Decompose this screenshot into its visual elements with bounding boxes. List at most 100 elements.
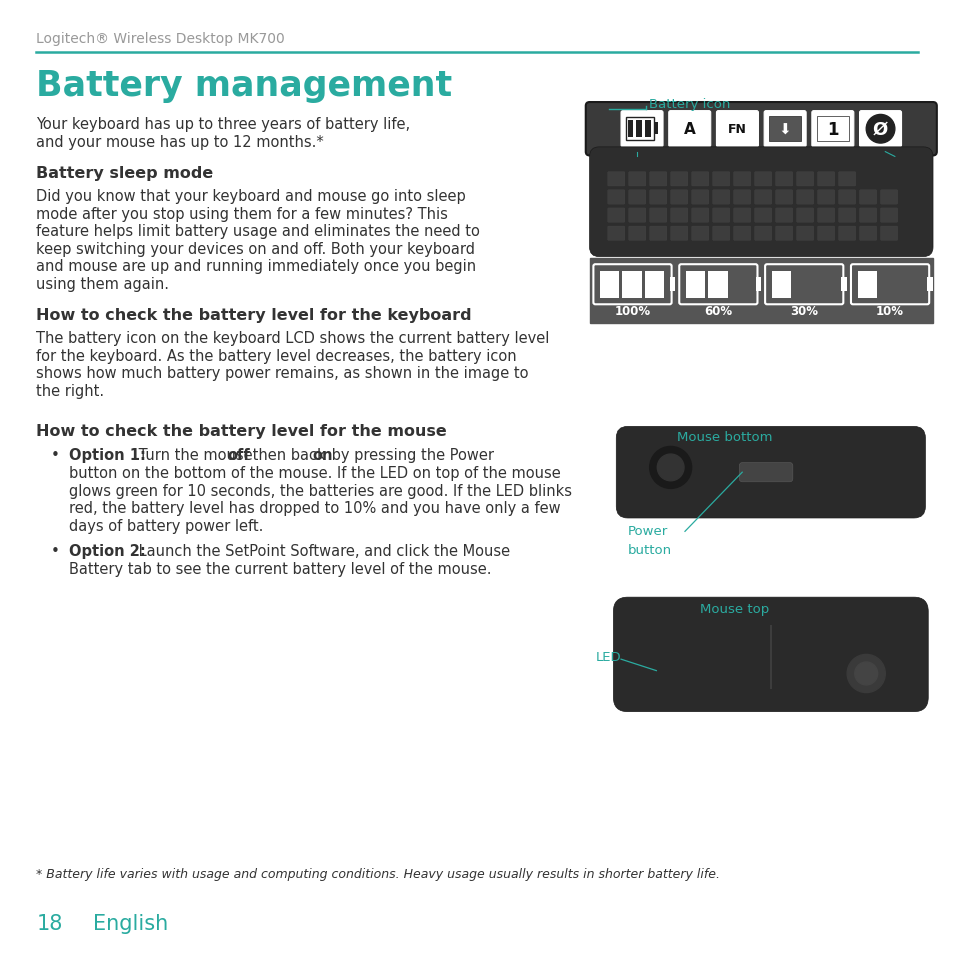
FancyBboxPatch shape bbox=[670, 191, 687, 205]
FancyBboxPatch shape bbox=[649, 172, 666, 187]
FancyBboxPatch shape bbox=[763, 112, 805, 148]
FancyBboxPatch shape bbox=[880, 227, 897, 241]
FancyBboxPatch shape bbox=[607, 191, 624, 205]
Text: glows green for 10 seconds, the batteries are good. If the LED blinks: glows green for 10 seconds, the batterie… bbox=[69, 483, 571, 498]
Text: Battery sleep mode: Battery sleep mode bbox=[36, 166, 213, 181]
FancyBboxPatch shape bbox=[691, 191, 708, 205]
Text: 10%: 10% bbox=[875, 304, 903, 317]
FancyBboxPatch shape bbox=[712, 227, 729, 241]
Bar bbox=[621, 272, 641, 298]
Circle shape bbox=[846, 655, 884, 693]
Bar bbox=[707, 272, 727, 298]
FancyBboxPatch shape bbox=[589, 148, 932, 257]
FancyBboxPatch shape bbox=[733, 172, 750, 187]
FancyBboxPatch shape bbox=[625, 118, 654, 141]
FancyBboxPatch shape bbox=[796, 172, 813, 187]
Bar bbox=[644, 272, 663, 298]
Text: How to check the battery level for the keyboard: How to check the battery level for the k… bbox=[36, 308, 472, 323]
Text: Launch the SetPoint Software, and click the Mouse: Launch the SetPoint Software, and click … bbox=[133, 543, 509, 558]
Text: A: A bbox=[683, 122, 695, 137]
FancyBboxPatch shape bbox=[754, 172, 771, 187]
Text: shows how much battery power remains, as shown in the image to: shows how much battery power remains, as… bbox=[36, 366, 528, 381]
Text: Mouse top: Mouse top bbox=[700, 602, 768, 616]
FancyBboxPatch shape bbox=[859, 227, 876, 241]
Text: Option 2:: Option 2: bbox=[69, 543, 145, 558]
FancyBboxPatch shape bbox=[733, 191, 750, 205]
FancyBboxPatch shape bbox=[841, 277, 846, 293]
Text: using them again.: using them again. bbox=[36, 276, 169, 292]
FancyBboxPatch shape bbox=[926, 277, 932, 293]
FancyBboxPatch shape bbox=[691, 209, 708, 223]
Text: Battery management: Battery management bbox=[36, 69, 452, 103]
FancyBboxPatch shape bbox=[880, 191, 897, 205]
FancyBboxPatch shape bbox=[859, 191, 876, 205]
FancyBboxPatch shape bbox=[669, 277, 675, 293]
Text: 60%: 60% bbox=[703, 304, 732, 317]
Text: for the keyboard. As the battery level decreases, the battery icon: for the keyboard. As the battery level d… bbox=[36, 348, 517, 363]
Text: 100%: 100% bbox=[614, 304, 650, 317]
FancyBboxPatch shape bbox=[593, 265, 671, 305]
Text: and mouse are up and running immediately once you begin: and mouse are up and running immediately… bbox=[36, 259, 476, 274]
Text: mode after you stop using them for a few minutes? This: mode after you stop using them for a few… bbox=[36, 207, 448, 221]
Text: Power: Power bbox=[627, 524, 667, 537]
FancyBboxPatch shape bbox=[739, 463, 792, 482]
FancyBboxPatch shape bbox=[817, 172, 834, 187]
FancyBboxPatch shape bbox=[628, 227, 645, 241]
FancyBboxPatch shape bbox=[754, 209, 771, 223]
Bar bbox=[636, 121, 641, 138]
Text: •: • bbox=[51, 448, 59, 463]
Text: Option 1:: Option 1: bbox=[69, 448, 146, 463]
FancyBboxPatch shape bbox=[796, 209, 813, 223]
FancyBboxPatch shape bbox=[607, 172, 624, 187]
Text: days of battery power left.: days of battery power left. bbox=[69, 518, 263, 534]
Text: keep switching your devices on and off. Both your keyboard: keep switching your devices on and off. … bbox=[36, 241, 475, 256]
FancyBboxPatch shape bbox=[712, 191, 729, 205]
Text: How to check the battery level for the mouse: How to check the battery level for the m… bbox=[36, 423, 447, 438]
FancyBboxPatch shape bbox=[811, 112, 853, 148]
FancyBboxPatch shape bbox=[607, 209, 624, 223]
Text: FN: FN bbox=[727, 123, 746, 136]
Text: LED: LED bbox=[596, 650, 621, 663]
Text: then back: then back bbox=[248, 448, 330, 463]
FancyBboxPatch shape bbox=[755, 277, 760, 293]
FancyBboxPatch shape bbox=[838, 209, 855, 223]
Text: •: • bbox=[51, 543, 59, 558]
FancyBboxPatch shape bbox=[796, 227, 813, 241]
Text: English: English bbox=[93, 913, 169, 933]
Text: ⬇: ⬇ bbox=[778, 122, 791, 137]
Text: The battery icon on the keyboard LCD shows the current battery level: The battery icon on the keyboard LCD sho… bbox=[36, 331, 549, 346]
FancyBboxPatch shape bbox=[754, 227, 771, 241]
FancyBboxPatch shape bbox=[775, 191, 792, 205]
Text: button: button bbox=[627, 543, 671, 557]
FancyBboxPatch shape bbox=[838, 172, 855, 187]
FancyBboxPatch shape bbox=[768, 117, 801, 142]
FancyBboxPatch shape bbox=[628, 191, 645, 205]
Text: 18: 18 bbox=[36, 913, 63, 933]
Text: Turn the mouse: Turn the mouse bbox=[133, 448, 256, 463]
Circle shape bbox=[854, 662, 877, 685]
FancyBboxPatch shape bbox=[670, 172, 687, 187]
FancyBboxPatch shape bbox=[585, 103, 936, 156]
FancyBboxPatch shape bbox=[816, 117, 848, 142]
Bar bbox=[627, 121, 633, 138]
FancyBboxPatch shape bbox=[850, 265, 928, 305]
FancyBboxPatch shape bbox=[607, 227, 624, 241]
FancyBboxPatch shape bbox=[616, 427, 924, 518]
FancyBboxPatch shape bbox=[670, 209, 687, 223]
Text: Ø: Ø bbox=[872, 121, 887, 138]
FancyBboxPatch shape bbox=[775, 172, 792, 187]
Bar bbox=[857, 272, 876, 298]
Bar bbox=[685, 272, 704, 298]
Text: * Battery life varies with usage and computing conditions. Heavy usage usually r: * Battery life varies with usage and com… bbox=[36, 867, 720, 881]
Bar bbox=[599, 272, 618, 298]
Bar bbox=[654, 123, 658, 134]
FancyBboxPatch shape bbox=[754, 191, 771, 205]
Text: Battery tab to see the current battery level of the mouse.: Battery tab to see the current battery l… bbox=[69, 561, 491, 577]
Text: Logitech® Wireless Desktop MK700: Logitech® Wireless Desktop MK700 bbox=[36, 32, 285, 47]
Text: button on the bottom of the mouse. If the LED on top of the mouse: button on the bottom of the mouse. If th… bbox=[69, 465, 559, 480]
FancyBboxPatch shape bbox=[649, 191, 666, 205]
Text: off: off bbox=[227, 448, 250, 463]
FancyBboxPatch shape bbox=[712, 172, 729, 187]
Text: 1: 1 bbox=[826, 121, 838, 138]
Text: Mouse bottom: Mouse bottom bbox=[677, 431, 772, 444]
